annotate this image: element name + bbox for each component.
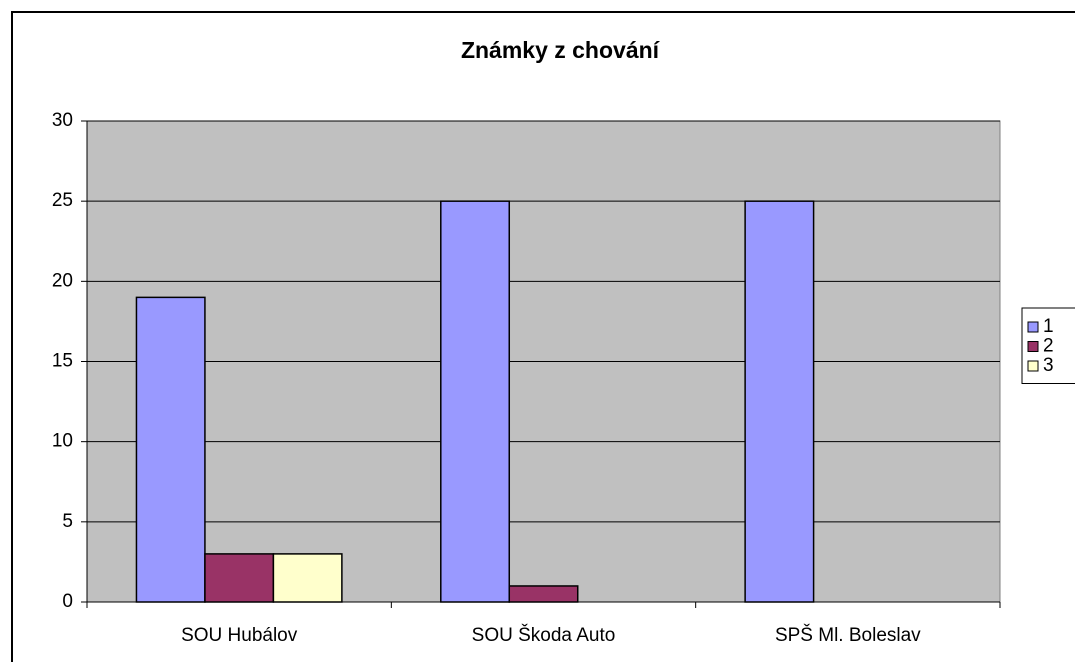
legend-swatch	[1027, 321, 1039, 333]
bar	[508, 585, 579, 603]
legend-swatch	[1027, 360, 1039, 372]
legend-label: 2	[1043, 336, 1054, 357]
bar	[272, 553, 343, 603]
bar	[440, 200, 511, 603]
bar	[204, 553, 275, 603]
y-tick-label: 5	[62, 511, 73, 532]
y-tick-label: 10	[52, 431, 73, 452]
legend-label: 1	[1043, 316, 1054, 337]
x-tick-label: SOU Škoda Auto	[472, 624, 616, 646]
y-tick-label: 25	[52, 190, 73, 211]
bar	[744, 200, 815, 603]
legend-label: 3	[1043, 355, 1054, 376]
bar	[135, 296, 206, 603]
x-tick-label: SPŠ Ml. Boleslav	[775, 624, 921, 646]
y-tick-label: 15	[52, 351, 73, 372]
legend-swatch	[1027, 341, 1039, 352]
y-tick-label: 20	[52, 270, 73, 291]
chart-title: Známky z chování	[461, 37, 661, 63]
y-tick-label: 30	[52, 110, 73, 131]
x-tick-label: SOU Hubálov	[181, 625, 298, 646]
y-tick-label: 0	[62, 591, 73, 612]
